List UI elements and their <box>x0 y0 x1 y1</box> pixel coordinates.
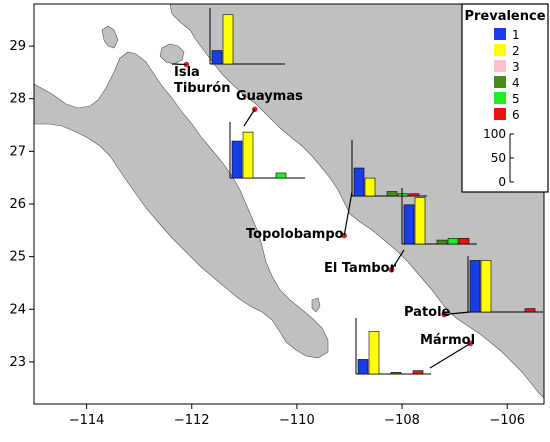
site-label: Mármol <box>420 333 475 348</box>
site-marker <box>183 61 190 68</box>
site-mármol: Mármol <box>355 318 475 375</box>
site-connector <box>391 249 405 271</box>
site-label: El Tambor <box>324 261 397 276</box>
legend-title: Prevalence <box>464 9 545 24</box>
prevalence-bar-2 <box>480 260 492 313</box>
isla-angel-de-la-guarda-land <box>101 25 119 49</box>
prevalence-bar-6 <box>458 238 470 245</box>
prevalence-bar-6 <box>408 193 420 197</box>
legend-swatch-1 <box>494 28 506 40</box>
site-label: Patole <box>404 305 451 320</box>
site-connector <box>343 191 353 236</box>
legend-label: 3 <box>512 60 520 74</box>
map-plot-area <box>33 3 545 405</box>
prevalence-bar-2 <box>222 14 234 65</box>
site-guaymas: Guaymas <box>229 89 305 179</box>
legend-scale-label: 50 <box>491 151 506 165</box>
prevalence-bar-2 <box>364 177 376 197</box>
isla-cerralvo-land <box>311 297 321 313</box>
site-prevalence-chart <box>209 8 285 65</box>
prevalence-bar-5 <box>447 238 459 245</box>
prevalence-bar-4 <box>390 372 402 375</box>
site-prevalence-chart <box>355 318 431 375</box>
legend-swatch-4 <box>494 76 506 88</box>
site-connector <box>243 108 256 127</box>
y-tick-label: 23 <box>9 355 26 370</box>
site-label: Guaymas <box>236 89 303 104</box>
prevalence-bar-1 <box>403 204 415 245</box>
x-tick-label: −110 <box>279 413 315 428</box>
baja-california-land <box>33 51 329 359</box>
site-label: Topolobampo <box>246 227 344 242</box>
prevalence-bar-4 <box>386 191 398 197</box>
legend-scale-label: 0 <box>498 175 506 189</box>
site-label: Tiburón <box>174 81 230 96</box>
prevalence-bar-6 <box>524 308 536 313</box>
y-tick-label: 28 <box>9 92 26 107</box>
prevalence-bar-4 <box>436 239 448 245</box>
y-tick-label: 26 <box>9 197 26 212</box>
prevalence-bar-5 <box>275 172 287 179</box>
legend-label: 4 <box>512 76 520 90</box>
legend-label: 6 <box>512 108 520 122</box>
prevalence-bar-6 <box>412 370 424 375</box>
legend-swatch-6 <box>494 108 506 120</box>
prevalence-bar-1 <box>211 50 223 65</box>
y-tick-label: 29 <box>9 39 26 54</box>
y-tick-label: 24 <box>9 302 26 317</box>
prevalence-bar-1 <box>231 140 243 179</box>
site-prevalence-chart <box>351 140 427 197</box>
legend-label: 5 <box>512 92 520 106</box>
y-tick-label: 27 <box>9 144 26 159</box>
site-patole: Patole <box>404 256 543 320</box>
site-label: Isla <box>174 65 200 80</box>
legend-swatch-2 <box>494 44 506 56</box>
prevalence-bar-2 <box>242 131 254 179</box>
x-tick-label: −114 <box>69 413 105 428</box>
site-prevalence-chart <box>229 122 305 179</box>
site-prevalence-chart <box>401 188 477 245</box>
prevalence-bar-1 <box>357 359 369 375</box>
legend-label: 2 <box>512 44 520 58</box>
prevalence-bar-1 <box>353 167 365 197</box>
x-tick-label: −112 <box>174 413 210 428</box>
x-tick-label: −108 <box>384 413 420 428</box>
prevalence-bar-2 <box>368 331 380 375</box>
legend-scale-label: 100 <box>483 127 506 141</box>
legend-label: 1 <box>512 28 520 42</box>
x-tick-label: −106 <box>489 413 525 428</box>
legend-swatch-3 <box>494 60 506 72</box>
site-el tambor: El Tambor <box>324 188 477 276</box>
site-prevalence-chart <box>467 256 543 313</box>
prevalence-bar-2 <box>414 197 426 245</box>
prevalence-bar-5 <box>397 193 409 197</box>
legend-swatch-5 <box>494 92 506 104</box>
site-connector <box>444 311 471 316</box>
prevalence-bar-1 <box>469 260 481 313</box>
isla-tiburon-land <box>159 43 185 65</box>
y-tick-label: 25 <box>9 250 26 265</box>
legend: Prevalence 1 2 3 4 5 6 100 50 0 <box>461 3 549 193</box>
site-topolobampo: Topolobampo <box>246 140 427 242</box>
site-connector <box>171 63 187 66</box>
site-connector <box>429 342 471 369</box>
